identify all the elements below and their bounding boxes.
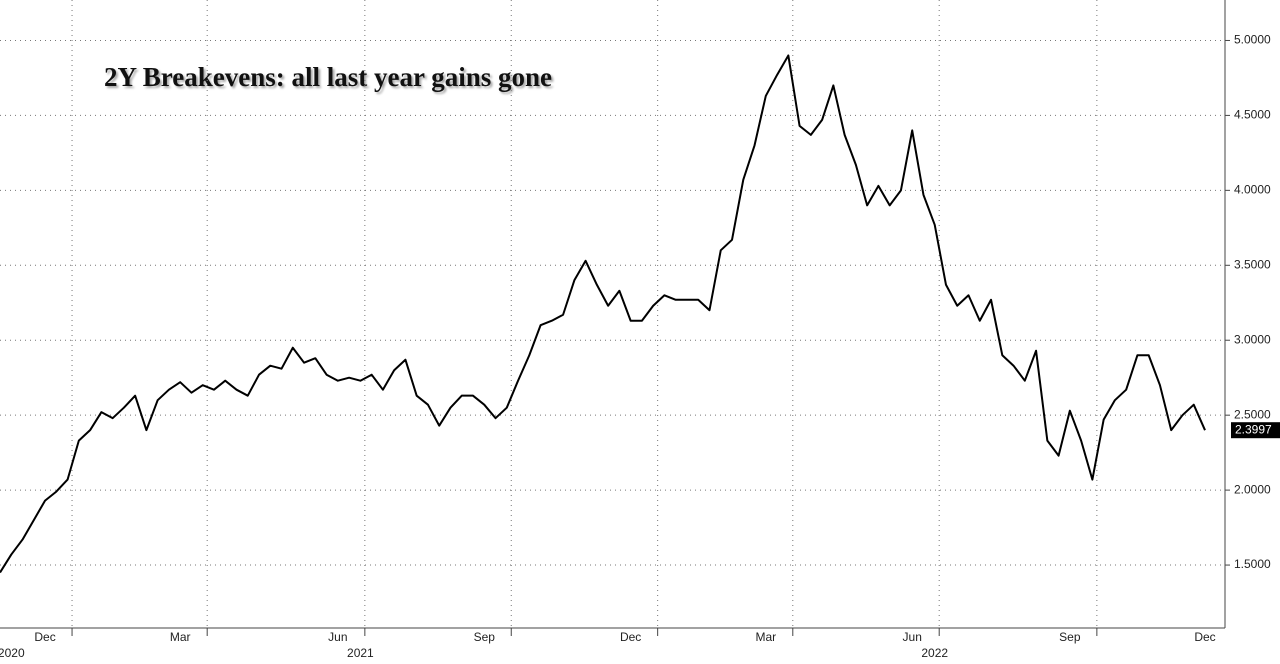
x-tick-label: Dec [34, 630, 55, 644]
line-series [0, 54, 1206, 574]
year-label: 2022 [921, 646, 948, 660]
year-label: 2020 [0, 646, 25, 660]
y-tick-label: 5.0000 [1234, 33, 1271, 47]
year-label: 2021 [347, 646, 374, 660]
y-tick-label: 2.0000 [1234, 482, 1271, 496]
x-tick-label: Mar [755, 630, 776, 644]
x-tick-label: Sep [1059, 630, 1081, 644]
last-value-box [1231, 422, 1280, 439]
x-tick-label: Mar [170, 630, 191, 644]
y-tick-label: 2.5000 [1234, 407, 1271, 421]
last-value-label: 2.3997 [1235, 422, 1272, 436]
x-tick-label: Dec [620, 630, 641, 644]
y-tick-label: 3.0000 [1234, 332, 1271, 346]
x-tick-label: Sep [474, 630, 496, 644]
chart-title: 2Y Breakevens: all last year gains gone [104, 62, 552, 92]
x-tick-label: Jun [903, 630, 922, 644]
y-tick-label: 1.5000 [1234, 557, 1271, 571]
y-tick-label: 4.5000 [1234, 108, 1271, 122]
y-tick-label: 4.0000 [1234, 183, 1271, 197]
y-tick-label: 3.5000 [1234, 257, 1271, 271]
x-tick-label: Dec [1194, 630, 1215, 644]
x-tick-label: Jun [328, 630, 347, 644]
